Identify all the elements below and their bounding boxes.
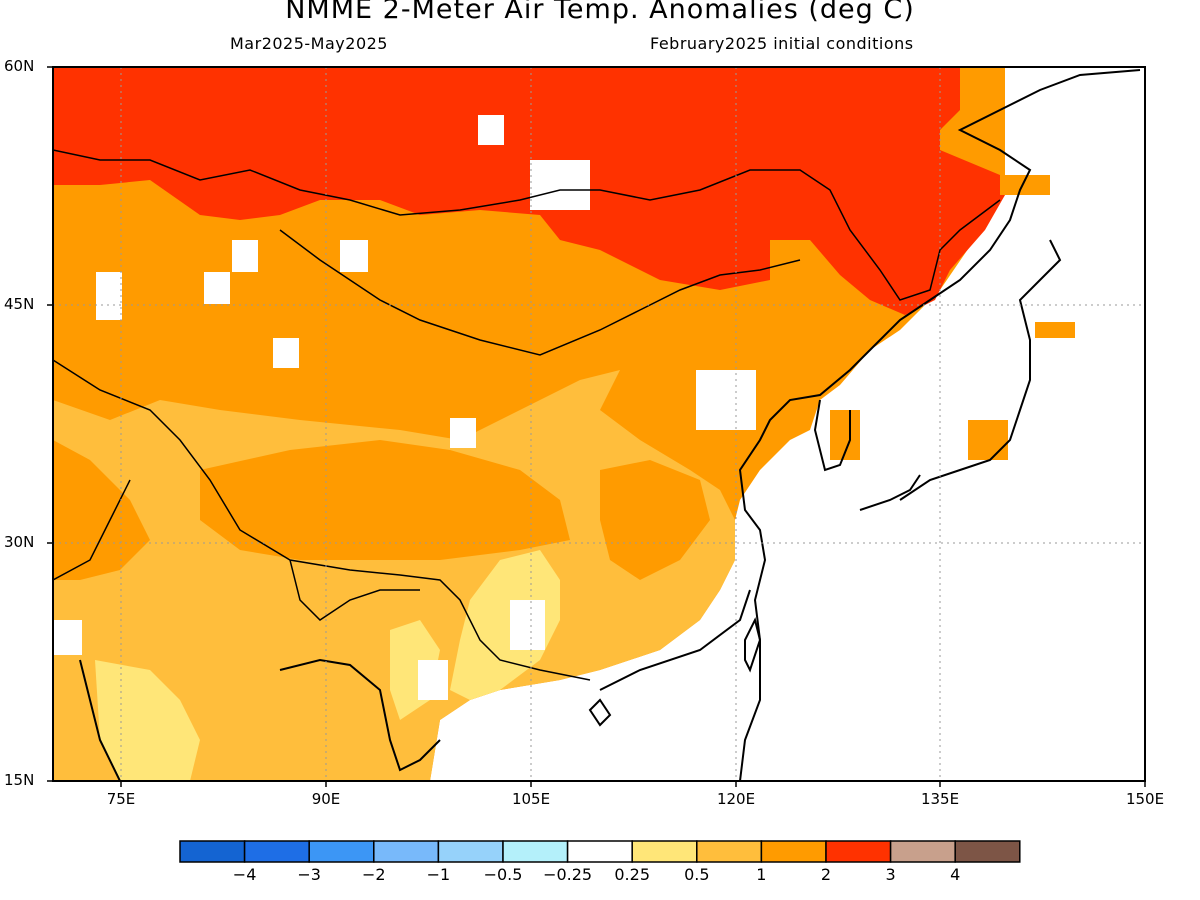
colorbar-label: 3	[885, 865, 896, 884]
colorbar-swatch	[954, 840, 1021, 863]
lon-label-90e: 90E	[311, 790, 341, 808]
forecast-period: Mar2025-May2025	[230, 34, 388, 53]
lon-label-120e: 120E	[716, 790, 756, 808]
colorbar-label: 4	[950, 865, 961, 884]
colorbar-swatch	[566, 840, 633, 863]
lon-label-150e: 150E	[1125, 790, 1165, 808]
colorbar-label: −2	[362, 865, 386, 884]
colorbar-label: 1	[756, 865, 767, 884]
lat-label-30n: 30N	[4, 533, 35, 551]
anomaly-region-1-2-west	[53, 440, 150, 580]
lon-label-75e: 75E	[106, 790, 136, 808]
country-borders	[53, 149, 1001, 681]
colorbar-label: −3	[297, 865, 321, 884]
lat-label-45n: 45N	[4, 295, 35, 313]
japan-patches	[830, 175, 1075, 460]
coastlines	[79, 69, 1141, 781]
gridlines	[53, 67, 1145, 781]
colorbar-swatch	[179, 840, 246, 863]
colorbar-swatch	[437, 840, 504, 863]
colorbar	[179, 840, 1021, 863]
near-zero-patches	[53, 115, 756, 700]
colorbar-swatch	[760, 840, 827, 863]
anomaly-region-0.25-0.5-south	[450, 550, 560, 700]
anomaly-region-1-2-tibet	[200, 440, 570, 560]
colorbar-label: 2	[820, 865, 832, 884]
colorbar-label: −0.5	[483, 865, 523, 884]
lon-label-135e: 135E	[920, 790, 960, 808]
colorbar-label: −4	[232, 865, 257, 884]
colorbar-swatch	[502, 840, 569, 863]
axis-ticks	[47, 66, 1146, 787]
colorbar-swatch	[631, 840, 698, 863]
colorbar-label: 0.5	[684, 865, 710, 884]
colorbar-swatch	[825, 840, 892, 863]
lat-label-60n: 60N	[4, 57, 35, 75]
colorbar-swatch	[373, 840, 440, 863]
initial-conditions: February2025 initial conditions	[650, 34, 914, 53]
colorbar-label: 0.25	[614, 865, 650, 884]
colorbar-swatch	[889, 840, 956, 863]
colorbar-swatch	[308, 840, 375, 863]
anomaly-region-above-3	[53, 67, 1005, 315]
colorbar-label: −0.25	[543, 865, 593, 884]
anomaly-region-1-2-east	[600, 460, 710, 580]
map-frame	[52, 66, 1146, 782]
anomaly-region-0.25-0.5-india	[95, 660, 200, 781]
lon-label-105e: 105E	[511, 790, 551, 808]
colorbar-swatch	[696, 840, 763, 863]
map-title: NMME 2-Meter Air Temp. Anomalies (deg C)	[285, 0, 915, 25]
lat-label-15n: 15N	[4, 771, 35, 789]
colorbar-swatch	[243, 840, 310, 863]
colorbar-label: −1	[426, 865, 451, 884]
